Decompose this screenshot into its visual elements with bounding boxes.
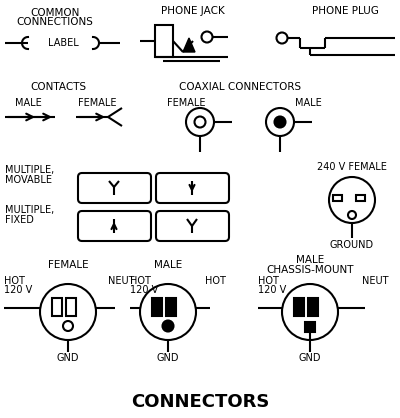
Text: GROUND: GROUND [330,240,374,250]
Text: GND: GND [57,353,79,363]
Text: MULTIPLE,: MULTIPLE, [5,205,54,215]
Text: COAXIAL CONNECTORS: COAXIAL CONNECTORS [179,82,301,92]
Text: CONTACTS: CONTACTS [30,82,86,92]
Bar [166,298,176,316]
Bar [294,298,304,316]
Text: PHONE PLUG: PHONE PLUG [312,6,378,16]
Text: FEMALE: FEMALE [78,98,116,108]
Circle shape [202,31,212,43]
FancyBboxPatch shape [156,211,229,241]
FancyBboxPatch shape [156,173,229,203]
Text: CONNECTIONS: CONNECTIONS [16,17,94,27]
Circle shape [162,321,174,331]
Bar [152,298,162,316]
Text: GND: GND [299,353,321,363]
Text: PHONE JACK: PHONE JACK [161,6,225,16]
Text: HOT: HOT [258,276,279,286]
Circle shape [63,321,73,331]
Bar [333,195,342,201]
Text: COMMON: COMMON [30,8,80,18]
Text: 240 V FEMALE: 240 V FEMALE [317,162,387,172]
Text: GND: GND [157,353,179,363]
Polygon shape [183,38,195,52]
Bar [155,25,173,57]
Text: FEMALE: FEMALE [48,260,88,270]
Text: NEUT: NEUT [108,276,134,286]
Text: FIXED: FIXED [5,215,34,225]
Bar [305,322,315,332]
Text: 120 V: 120 V [258,285,286,295]
FancyBboxPatch shape [78,211,151,241]
Text: MALE: MALE [296,255,324,265]
Circle shape [194,117,206,127]
Circle shape [266,108,294,136]
Bar [52,298,62,316]
Text: HOT: HOT [4,276,25,286]
Text: HOT: HOT [130,276,151,286]
Text: 120 V: 120 V [130,285,158,295]
Text: FEMALE: FEMALE [167,98,205,108]
Circle shape [274,117,286,127]
Text: CHASSIS-MOUNT: CHASSIS-MOUNT [266,265,354,275]
Text: HOT: HOT [205,276,226,286]
Bar [308,298,318,316]
FancyBboxPatch shape [78,173,151,203]
Text: LABEL: LABEL [48,38,78,48]
Circle shape [40,284,96,340]
Text: MALE: MALE [295,98,322,108]
Circle shape [186,108,214,136]
Text: MULTIPLE,: MULTIPLE, [5,165,54,175]
Circle shape [282,284,338,340]
Bar [66,298,76,316]
Text: MOVABLE: MOVABLE [5,175,52,185]
Text: CONNECTORS: CONNECTORS [131,393,269,411]
Circle shape [348,211,356,219]
Text: MALE: MALE [15,98,42,108]
Circle shape [276,33,288,43]
Circle shape [329,177,375,223]
Text: 120 V: 120 V [4,285,32,295]
Bar [356,195,365,201]
Circle shape [140,284,196,340]
Text: MALE: MALE [154,260,182,270]
Text: NEUT: NEUT [362,276,388,286]
